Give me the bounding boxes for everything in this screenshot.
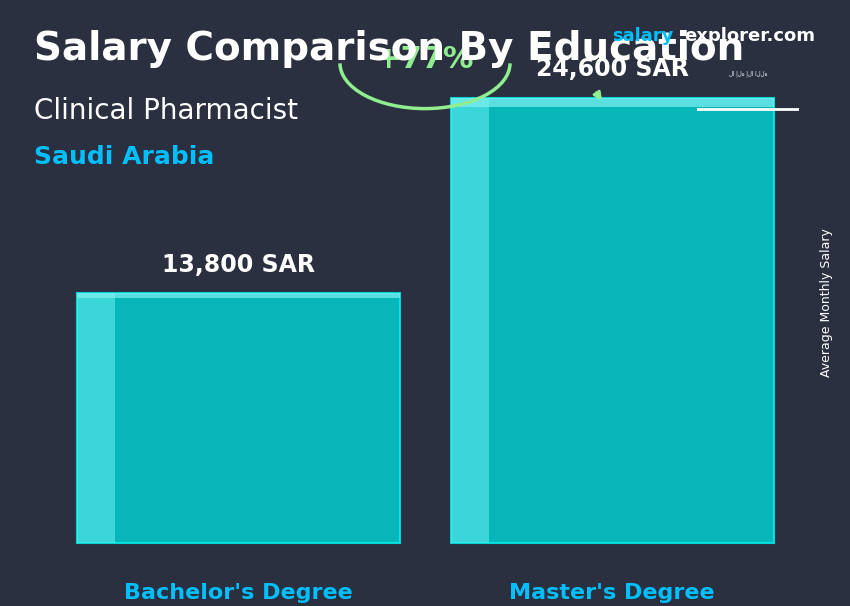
- Bar: [76, 293, 400, 543]
- Text: explorer.com: explorer.com: [684, 27, 815, 45]
- Text: 13,800 SAR: 13,800 SAR: [162, 253, 314, 277]
- Text: Saudi Arabia: Saudi Arabia: [34, 145, 214, 170]
- Text: Salary Comparison By Education: Salary Comparison By Education: [34, 30, 745, 68]
- Text: Clinical Pharmacist: Clinical Pharmacist: [34, 97, 298, 125]
- Bar: [450, 98, 490, 543]
- Text: Average Monthly Salary: Average Monthly Salary: [820, 228, 833, 378]
- Text: +77%: +77%: [376, 45, 474, 74]
- Bar: [450, 98, 774, 543]
- Bar: [76, 293, 400, 298]
- Text: salary: salary: [612, 27, 673, 45]
- Text: 24,600 SAR: 24,600 SAR: [536, 58, 688, 81]
- Bar: [450, 98, 774, 107]
- Text: Bachelor's Degree: Bachelor's Degree: [123, 583, 353, 603]
- Text: Master's Degree: Master's Degree: [509, 583, 715, 603]
- Text: لا إله إلا الله: لا إله إلا الله: [728, 71, 768, 77]
- Bar: [76, 293, 116, 543]
